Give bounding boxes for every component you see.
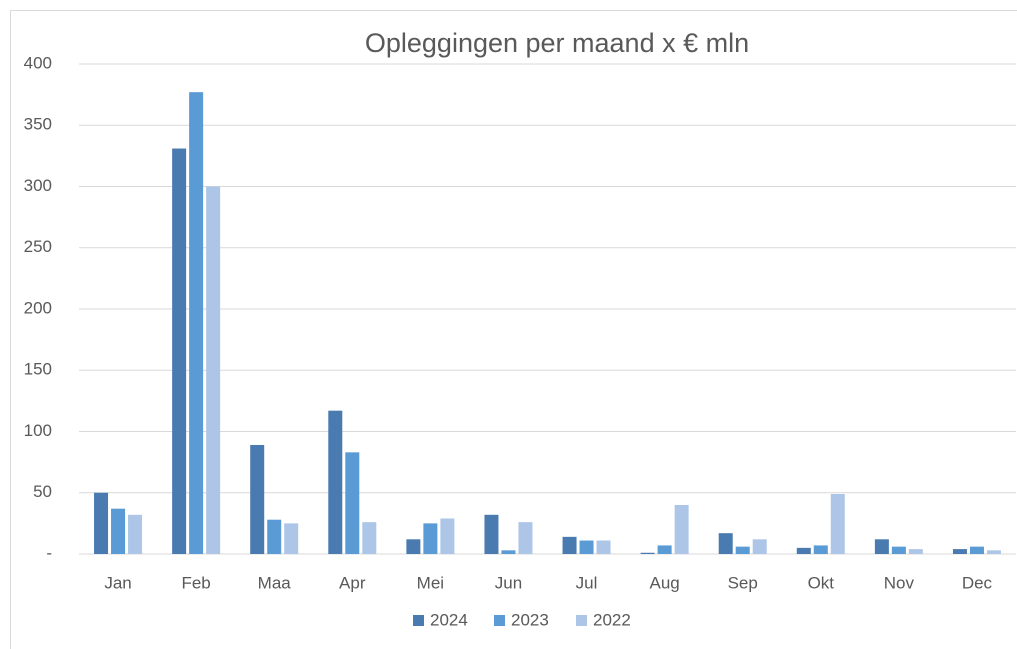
bar — [891, 546, 906, 554]
bar — [952, 549, 967, 554]
bar — [735, 546, 750, 554]
bar — [362, 522, 377, 554]
bar — [484, 514, 499, 554]
bar — [596, 540, 611, 554]
bar — [284, 523, 299, 554]
x-tick-label: Apr — [339, 573, 366, 592]
legend-swatch — [494, 615, 505, 626]
bar — [206, 186, 221, 554]
y-tick-label: 250 — [24, 237, 52, 256]
legend-label: 2024 — [430, 610, 468, 629]
bar — [796, 547, 811, 554]
x-tick-label: Okt — [808, 573, 835, 592]
y-tick-label: 50 — [33, 482, 52, 501]
bar — [752, 539, 767, 554]
y-tick-label: 350 — [24, 115, 52, 134]
bar — [813, 545, 828, 554]
bar — [969, 546, 984, 554]
bar — [328, 410, 343, 554]
bar — [874, 539, 889, 554]
legend-label: 2023 — [511, 610, 549, 629]
bar — [562, 536, 577, 554]
bar — [111, 508, 126, 554]
x-tick-label: Jan — [104, 573, 131, 592]
bar — [518, 522, 533, 554]
x-tick-label: Mei — [417, 573, 444, 592]
x-tick-label: Maa — [258, 573, 292, 592]
legend-label: 2022 — [593, 610, 631, 629]
bar — [406, 539, 421, 554]
bar — [501, 550, 516, 554]
bar — [267, 519, 282, 554]
x-tick-label: Dec — [962, 573, 993, 592]
x-tick-label: Jul — [576, 573, 598, 592]
bar — [640, 552, 655, 554]
x-tick-label: Nov — [884, 573, 915, 592]
bar — [128, 514, 143, 554]
bar — [986, 550, 1001, 554]
bar — [830, 493, 845, 554]
chart-title: Opleggingen per maand x € mln — [365, 28, 749, 58]
bar — [718, 533, 733, 554]
bar — [908, 549, 923, 554]
x-tick-label: Jun — [495, 573, 522, 592]
bar — [440, 518, 455, 554]
y-tick-label: 100 — [24, 421, 52, 440]
y-tick-label: 300 — [24, 176, 52, 195]
y-tick-label: - — [46, 543, 52, 562]
legend-swatch — [576, 615, 587, 626]
bar — [579, 540, 594, 554]
bar — [674, 505, 689, 554]
bar — [345, 452, 360, 554]
x-tick-label: Sep — [728, 573, 758, 592]
y-tick-label: 150 — [24, 360, 52, 379]
chart-border — [10, 10, 1017, 649]
y-tick-label: 400 — [24, 53, 52, 72]
bar — [250, 444, 265, 554]
y-tick-label: 200 — [24, 298, 52, 317]
x-tick-label: Aug — [650, 573, 680, 592]
bar — [657, 545, 672, 554]
x-tick-label: Feb — [181, 573, 210, 592]
bar — [172, 148, 187, 554]
bar — [423, 523, 438, 554]
legend-swatch — [413, 615, 424, 626]
bar — [189, 92, 204, 555]
bar — [94, 492, 109, 554]
